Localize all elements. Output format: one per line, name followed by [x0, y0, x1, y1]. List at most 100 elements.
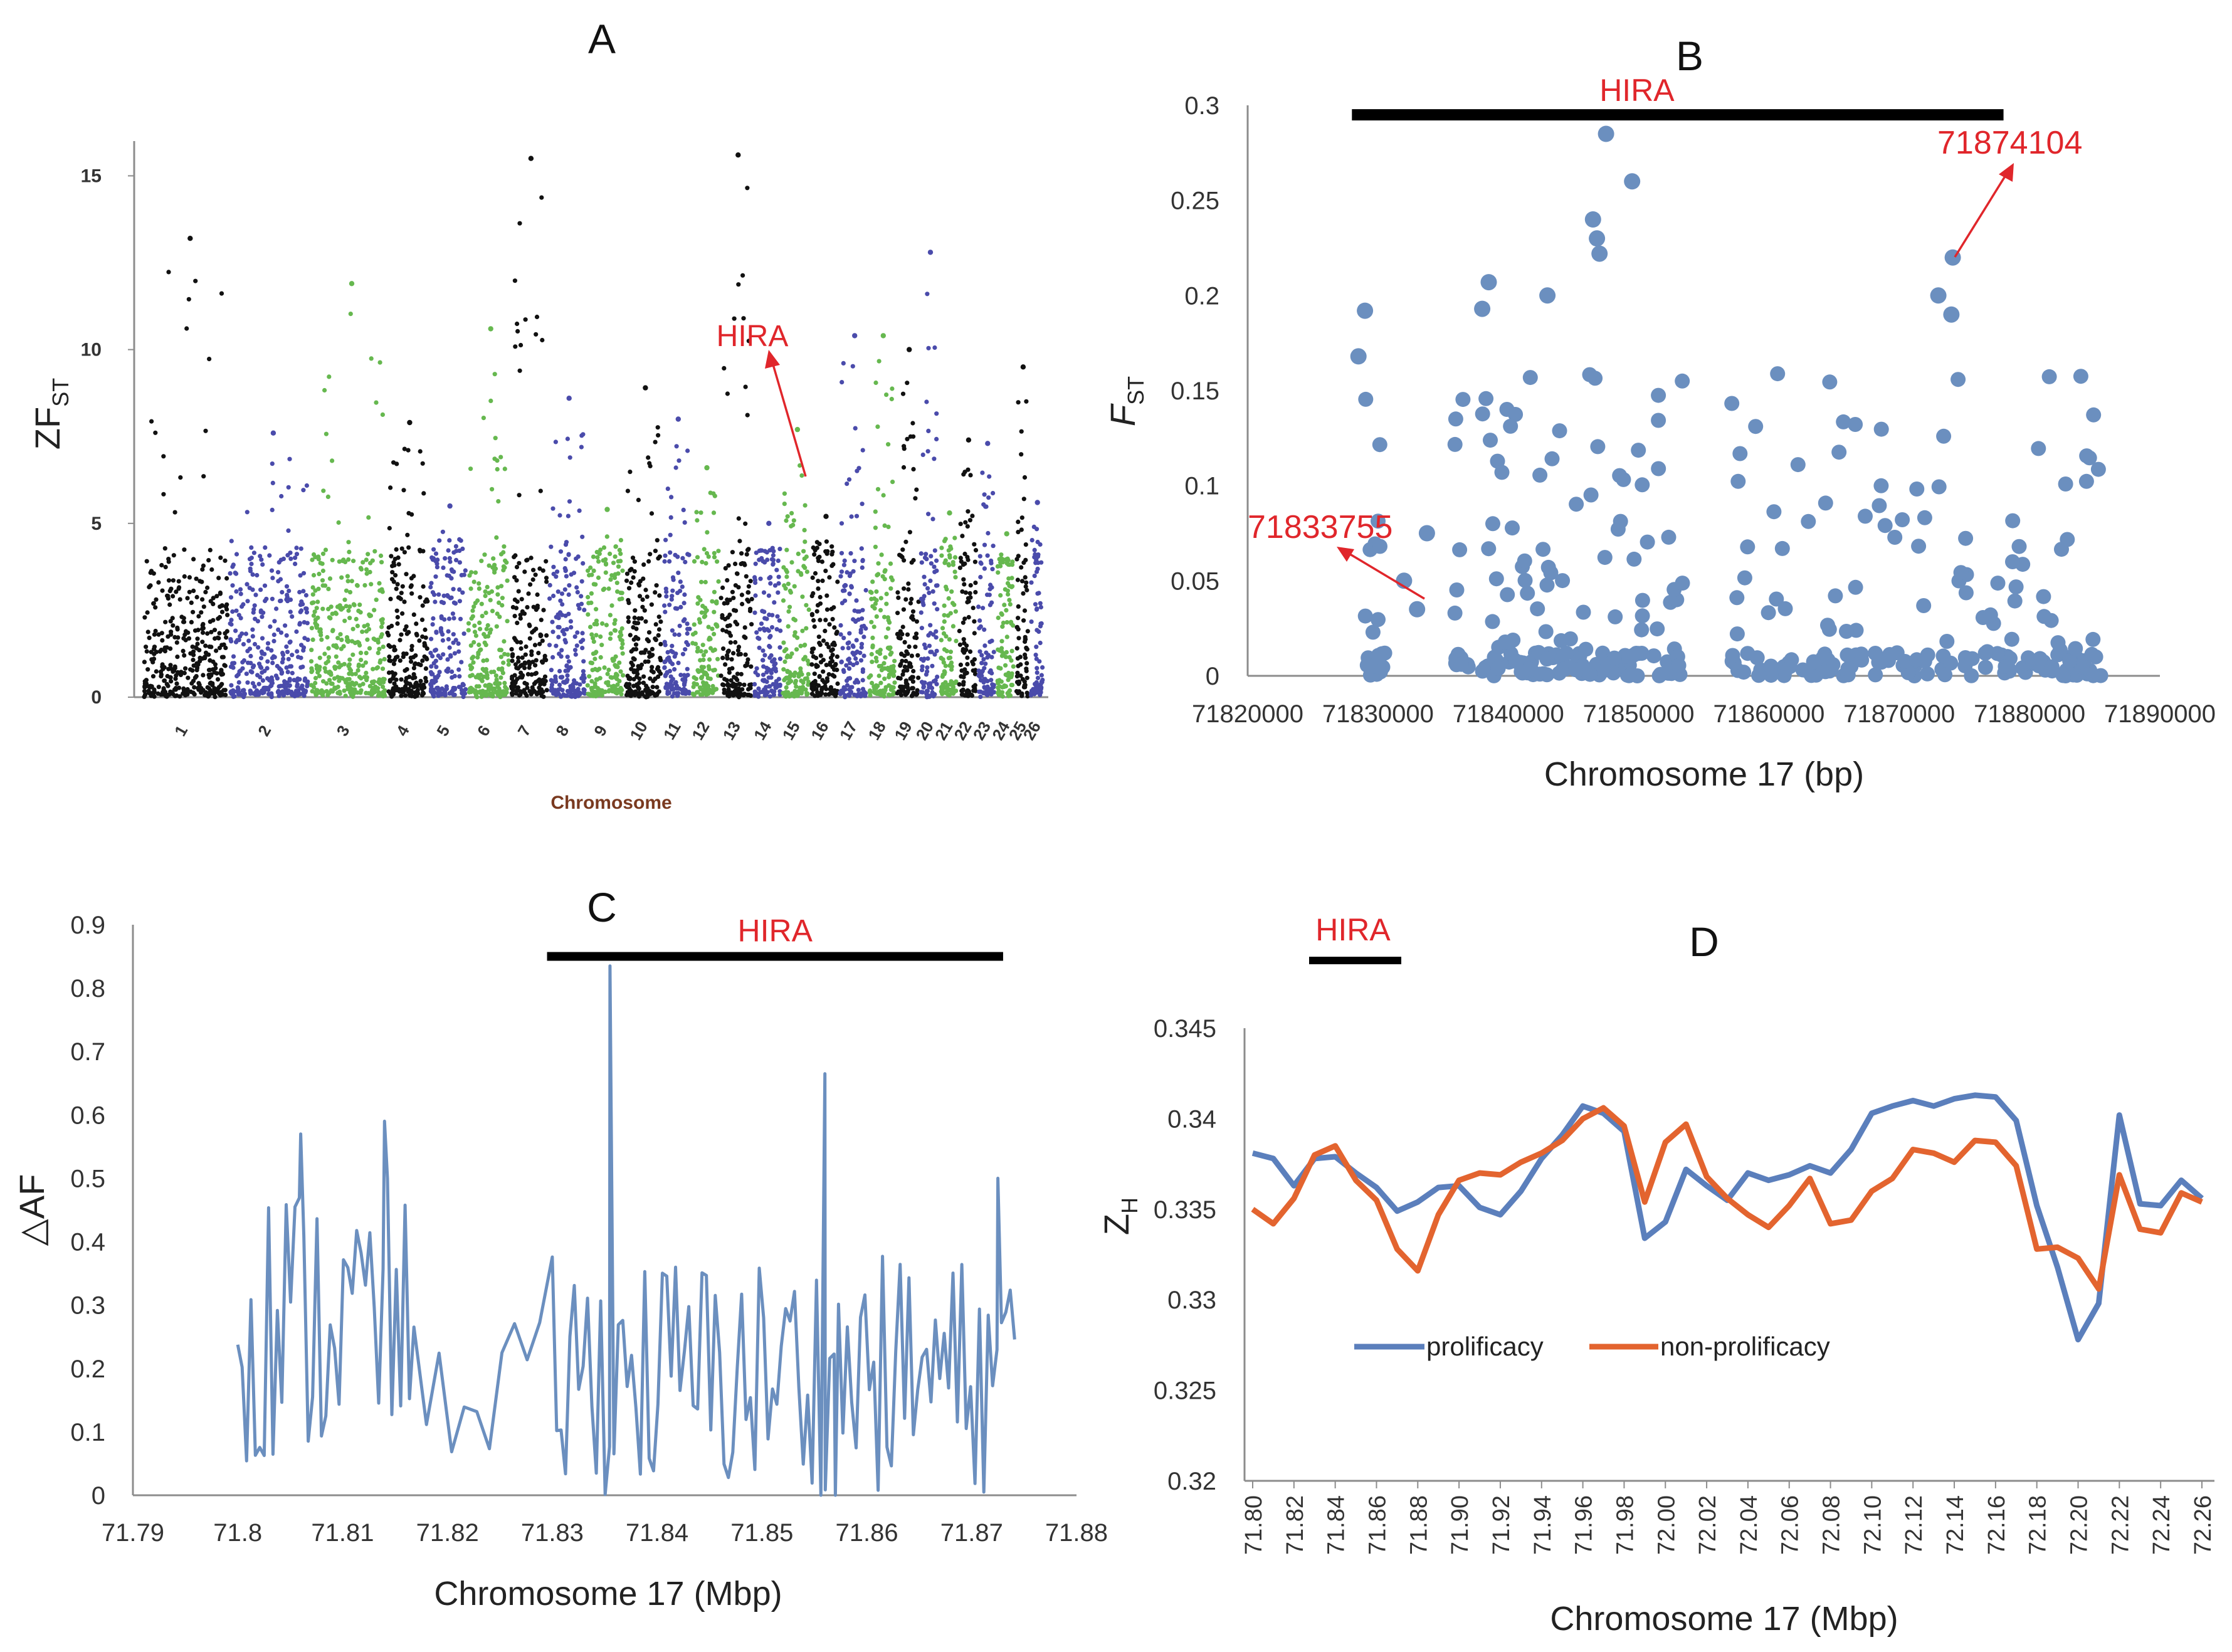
- panel-a-snp-point: [343, 693, 348, 698]
- panel-a-snp-point: [908, 601, 913, 606]
- panel-a-snp-point: [568, 619, 574, 624]
- panel-a-snp-point: [449, 567, 455, 572]
- panel-a-snp-point: [320, 679, 326, 684]
- panel-a-snp-point: [828, 662, 833, 667]
- panel-a-snp-point: [820, 578, 825, 584]
- panel-a-snp-point: [1034, 607, 1040, 612]
- panel-a-snp-point: [320, 568, 325, 574]
- panel-b-snp-point: [1763, 668, 1779, 683]
- panel-a-snp-point: [443, 556, 448, 561]
- panel-a-snp-point: [1029, 580, 1034, 585]
- panel-a-chromosome-15-points: [781, 426, 811, 699]
- panel-a-snp-point: [468, 643, 473, 648]
- panel-a-snp-point: [1000, 624, 1005, 629]
- panel-a-snp-point: [276, 570, 281, 575]
- panel-a-snp-point: [843, 583, 848, 588]
- panel-c-y-tick-label: 0.2: [70, 1355, 105, 1383]
- panel-a-top-snp: [1004, 531, 1009, 537]
- panel-a-snp-point: [823, 569, 828, 574]
- panel-a-snp-point: [681, 507, 686, 513]
- panel-a-snp-point: [1029, 688, 1034, 693]
- panel-b-x-tick-label: 71890000: [2104, 700, 2216, 728]
- panel-a-chromosome-label: 11: [660, 718, 685, 743]
- panel-a-snp-point: [594, 607, 599, 612]
- panel-a-snp-point: [510, 658, 515, 663]
- panel-a-snp-point: [582, 608, 587, 613]
- panel-a-snp-point: [966, 596, 971, 601]
- panel-a-snp-point: [406, 511, 411, 516]
- panel-a-snp-point: [325, 494, 331, 500]
- panel-a-snp-point: [1014, 674, 1019, 679]
- panel-a-snp-point: [422, 643, 427, 648]
- panel-a-snp-point: [287, 640, 292, 645]
- panel-a-snp-point: [812, 671, 817, 676]
- panel-a-snp-point: [977, 554, 982, 559]
- panel-a-snp-point: [149, 684, 154, 689]
- panel-a-snp-point: [978, 624, 983, 629]
- panel-a-snp-point: [236, 613, 241, 618]
- panel-a-snp-point: [685, 642, 690, 647]
- panel-a-snp-point: [768, 634, 773, 639]
- panel-d-x-tick-label: 71.92: [1488, 1495, 1515, 1555]
- panel-c-y-ticks: 00.10.20.30.40.50.60.70.80.9: [70, 912, 105, 1510]
- panel-a-snp-point: [770, 613, 775, 618]
- panel-b-snp-point: [1409, 601, 1426, 618]
- panel-a-snp-point: [234, 552, 240, 557]
- panel-a-snp-point: [921, 658, 926, 663]
- panel-a-snp-point: [510, 688, 516, 693]
- panel-a-snp-point: [604, 623, 609, 628]
- panel-a-snp-point: [413, 675, 418, 680]
- panel-c-letter: C: [587, 884, 617, 930]
- panel-a-snp-point: [999, 653, 1004, 658]
- panel-a-snp-point: [1016, 616, 1021, 621]
- panel-a-snp-point: [887, 620, 892, 625]
- panel-a-snp-point: [592, 621, 597, 627]
- panel-a-snp-point: [712, 550, 717, 555]
- panel-a-snp-point: [636, 687, 641, 692]
- panel-a-snp-point: [927, 591, 932, 596]
- panel-a-snp-point: [898, 693, 904, 698]
- panel-b-snp-point: [2036, 589, 2051, 604]
- panel-a-snp-point: [707, 666, 712, 671]
- panel-a-snp-point: [347, 676, 352, 681]
- panel-a-snp-point: [346, 540, 351, 545]
- panel-a-snp-point: [446, 548, 451, 553]
- panel-a-snp-point: [601, 587, 606, 592]
- panel-b-snp-point: [1447, 605, 1463, 621]
- panel-c-y-tick-label: 0.7: [70, 1038, 105, 1066]
- panel-b-snp-point: [1576, 604, 1591, 620]
- panel-a-snp-point: [876, 673, 882, 678]
- panel-a-snp-point: [233, 628, 238, 633]
- panel-a-snp-point: [830, 653, 835, 658]
- panel-a-snp-point: [490, 609, 495, 614]
- panel-b-snp-point: [1494, 465, 1510, 480]
- panel-b-snp-point: [1848, 579, 1863, 595]
- panel-a-y-label: ZFST: [28, 378, 73, 450]
- panel-a-snp-point: [853, 656, 858, 661]
- panel-a-snp-point: [815, 602, 821, 608]
- panel-a-snp-point: [912, 635, 917, 640]
- panel-a-snp-point: [735, 688, 740, 693]
- panel-b-snp-point: [2007, 593, 2023, 609]
- panel-a-snp-point: [879, 552, 884, 557]
- panel-a-snp-point: [310, 557, 315, 562]
- panel-a-snp-point: [476, 673, 481, 678]
- panel-a-snp-point: [208, 668, 213, 673]
- panel-a-snp-point: [537, 677, 542, 682]
- panel-a-snp-point: [197, 648, 202, 653]
- panel-a-snp-point: [705, 690, 710, 695]
- panel-a-snp-point: [755, 673, 761, 678]
- panel-a-snp-point: [961, 577, 966, 582]
- panel-a-snp-point: [372, 549, 377, 554]
- panel-a-snp-point: [437, 538, 442, 543]
- panel-a-snp-point: [172, 687, 177, 692]
- panel-a-snp-point: [380, 621, 385, 626]
- panel-a-snp-point: [925, 449, 930, 454]
- panel-a-snp-point: [683, 559, 688, 565]
- panel-a-snp-point: [848, 551, 853, 556]
- panel-a-snp-point: [537, 566, 542, 571]
- panel-d-y-tick-label: 0.34: [1167, 1105, 1216, 1133]
- panel-b-snp-point: [1868, 667, 1883, 683]
- panel-a-snp-point: [607, 688, 612, 693]
- panel-a-snp-point: [513, 662, 519, 667]
